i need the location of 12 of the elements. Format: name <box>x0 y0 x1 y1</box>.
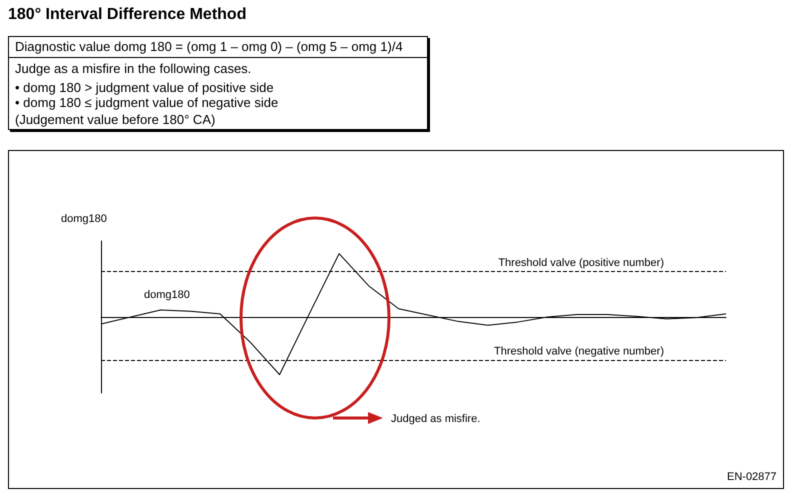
text: • domg 180 > judgment value of positive side <box>15 80 274 95</box>
y-axis-title: domg180 <box>61 213 107 225</box>
text: Judged as misfire. <box>391 413 480 425</box>
text: (Judgement value before 180° CA) <box>15 112 216 127</box>
text: EN-02877 <box>727 471 777 483</box>
series-label: domg180 <box>144 289 190 301</box>
chart-title: 180° Interval Difference Method <box>8 6 246 24</box>
chart-subtitle: Diagnostic value domg 180 = (omg 1 – omg 0) – (omg 5 – omg 1)/4 <box>15 39 403 54</box>
text: Judge as a misfire in the following cases. <box>15 61 252 76</box>
text: • domg 180 ≤ judgment value of negative side <box>15 95 278 110</box>
ref-line-label: Threshold valve (positive number) <box>498 256 664 269</box>
ref-line-label: Threshold valve (negative number) <box>494 346 664 358</box>
